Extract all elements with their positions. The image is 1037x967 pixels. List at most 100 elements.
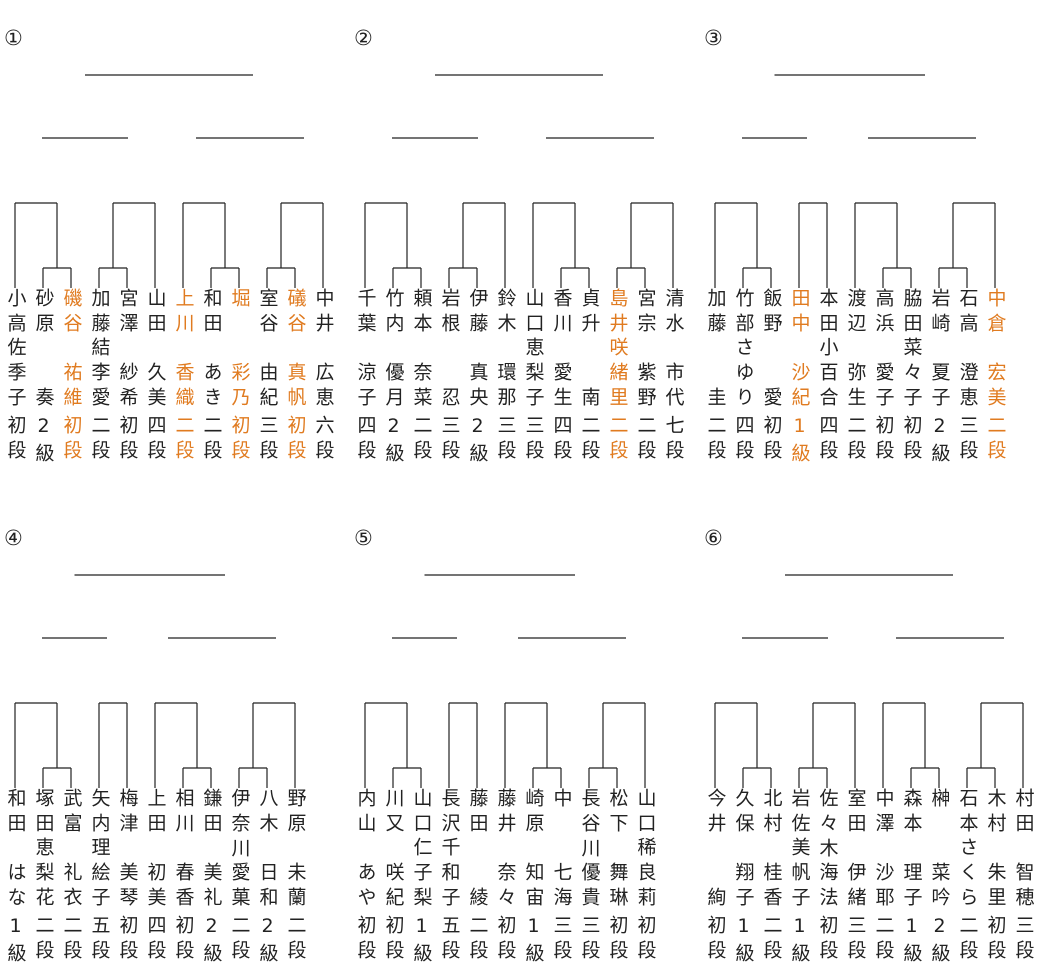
player-given: 恵梨花 xyxy=(32,837,55,912)
player-rank: 三段 xyxy=(522,415,545,465)
player-given: さゆり xyxy=(732,337,755,412)
player-surname: 久保 xyxy=(732,788,755,838)
player-given: 忍 xyxy=(438,387,461,412)
player-surname: 中 xyxy=(550,788,573,813)
player-rank: 四段 xyxy=(550,415,573,465)
player-rank: 初段 xyxy=(4,415,27,465)
bracket-label: ① xyxy=(4,26,23,50)
player-rank: 三段 xyxy=(1012,915,1035,965)
player-rank: 二段 xyxy=(32,915,55,965)
player-surname: 野原 xyxy=(284,788,307,838)
player-given: 未蘭 xyxy=(284,862,307,912)
player-rank: 2級 xyxy=(928,415,951,468)
player-given: はな xyxy=(4,862,27,912)
player-rank: 2級 xyxy=(200,915,223,967)
player-rank: 1級 xyxy=(900,915,923,967)
player-given: 広恵 xyxy=(312,362,335,412)
player-rank: 四段 xyxy=(816,415,839,465)
player-rank: 1級 xyxy=(788,415,811,468)
player-surname: 藤井 xyxy=(494,788,517,838)
bracket-label: ④ xyxy=(4,526,23,550)
player-rank: 初段 xyxy=(872,415,895,465)
player-rank: 六段 xyxy=(312,415,335,465)
player-surname: 中倉 xyxy=(984,288,1007,338)
player-surname: 加藤 xyxy=(88,288,111,338)
player-given: 理絵子 xyxy=(88,837,111,912)
player-rank: 三段 xyxy=(550,915,573,965)
player-surname: 中澤 xyxy=(872,788,895,838)
player-rank: 四段 xyxy=(732,415,755,465)
player-rank: 二段 xyxy=(606,415,629,465)
player-surname: 今井 xyxy=(704,788,727,838)
player-given: 優月 xyxy=(382,362,405,412)
player-surname: 香川 xyxy=(550,288,573,338)
player-rank: 二段 xyxy=(872,915,895,965)
player-rank: 四段 xyxy=(144,415,167,465)
player-given: 宏美 xyxy=(984,362,1007,412)
player-given: 愛子 xyxy=(872,362,895,412)
player-surname: 藤田 xyxy=(466,788,489,838)
player-surname: 島井 xyxy=(606,288,629,338)
player-surname: 鎌田 xyxy=(200,788,223,838)
player-given: 菜々子 xyxy=(900,337,923,412)
player-surname: 室田 xyxy=(844,788,867,838)
player-rank: 初段 xyxy=(900,415,923,465)
player-surname: 村田 xyxy=(1012,788,1035,838)
player-surname: 川又 xyxy=(382,788,405,838)
player-surname: 佐々木 xyxy=(816,788,839,863)
player-surname: 頼本 xyxy=(410,288,433,338)
player-rank: 初段 xyxy=(606,915,629,965)
player-given: 久美 xyxy=(144,362,167,412)
player-surname: 石高 xyxy=(956,288,979,338)
player-surname: 千葉 xyxy=(354,288,377,338)
player-rank: 二段 xyxy=(466,915,489,965)
player-surname: 榊 xyxy=(928,788,951,813)
player-surname: 貞升 xyxy=(578,288,601,338)
player-given: 優貴 xyxy=(578,862,601,912)
player-rank: 二段 xyxy=(956,915,979,965)
player-surname: 加藤 xyxy=(704,288,727,338)
player-given: 奈菜 xyxy=(410,362,433,412)
player-given: 由紀 xyxy=(256,362,279,412)
player-surname: 宮澤 xyxy=(116,288,139,338)
player-surname: 山口 xyxy=(410,788,433,838)
player-surname: 北村 xyxy=(760,788,783,838)
player-surname: 宮宗 xyxy=(634,288,657,338)
player-rank: 1級 xyxy=(788,915,811,967)
player-given: 結李愛 xyxy=(88,337,111,412)
player-given: 香織 xyxy=(172,362,195,412)
player-given: 夏子 xyxy=(928,362,951,412)
player-rank: 初段 xyxy=(116,415,139,465)
player-given: 弥生 xyxy=(844,362,867,412)
player-surname: 山口 xyxy=(522,288,545,338)
player-surname: 渡辺 xyxy=(844,288,867,338)
player-given: 圭 xyxy=(704,387,727,412)
player-given: 舞琳 xyxy=(606,862,629,912)
player-rank: 四段 xyxy=(354,415,377,465)
player-surname: 清水 xyxy=(662,288,685,338)
player-rank: 初段 xyxy=(228,415,251,465)
player-given: あき xyxy=(200,362,223,412)
player-surname: 長沢 xyxy=(438,788,461,838)
player-given: 紫野 xyxy=(634,362,657,412)
player-rank: 2級 xyxy=(256,915,279,967)
player-rank: 二段 xyxy=(228,915,251,965)
player-given: 日和 xyxy=(256,862,279,912)
player-given: 智穂 xyxy=(1012,862,1035,912)
bracket-label: ② xyxy=(354,26,373,50)
player-rank: 二段 xyxy=(760,915,783,965)
bracket-label: ③ xyxy=(704,26,723,50)
player-given: 愛生 xyxy=(550,362,573,412)
player-given: 祐維 xyxy=(60,362,83,412)
player-given: 愛 xyxy=(760,387,783,412)
player-given: 涼子 xyxy=(354,362,377,412)
player-surname: 岩佐 xyxy=(788,788,811,838)
player-rank: 二段 xyxy=(634,415,657,465)
player-surname: 伊奈川 xyxy=(228,788,251,863)
player-given: 真央 xyxy=(466,362,489,412)
player-rank: 1級 xyxy=(4,915,27,967)
player-surname: 礒谷 xyxy=(284,288,307,338)
player-rank: 二段 xyxy=(844,415,867,465)
player-surname: 岩崎 xyxy=(928,288,951,338)
